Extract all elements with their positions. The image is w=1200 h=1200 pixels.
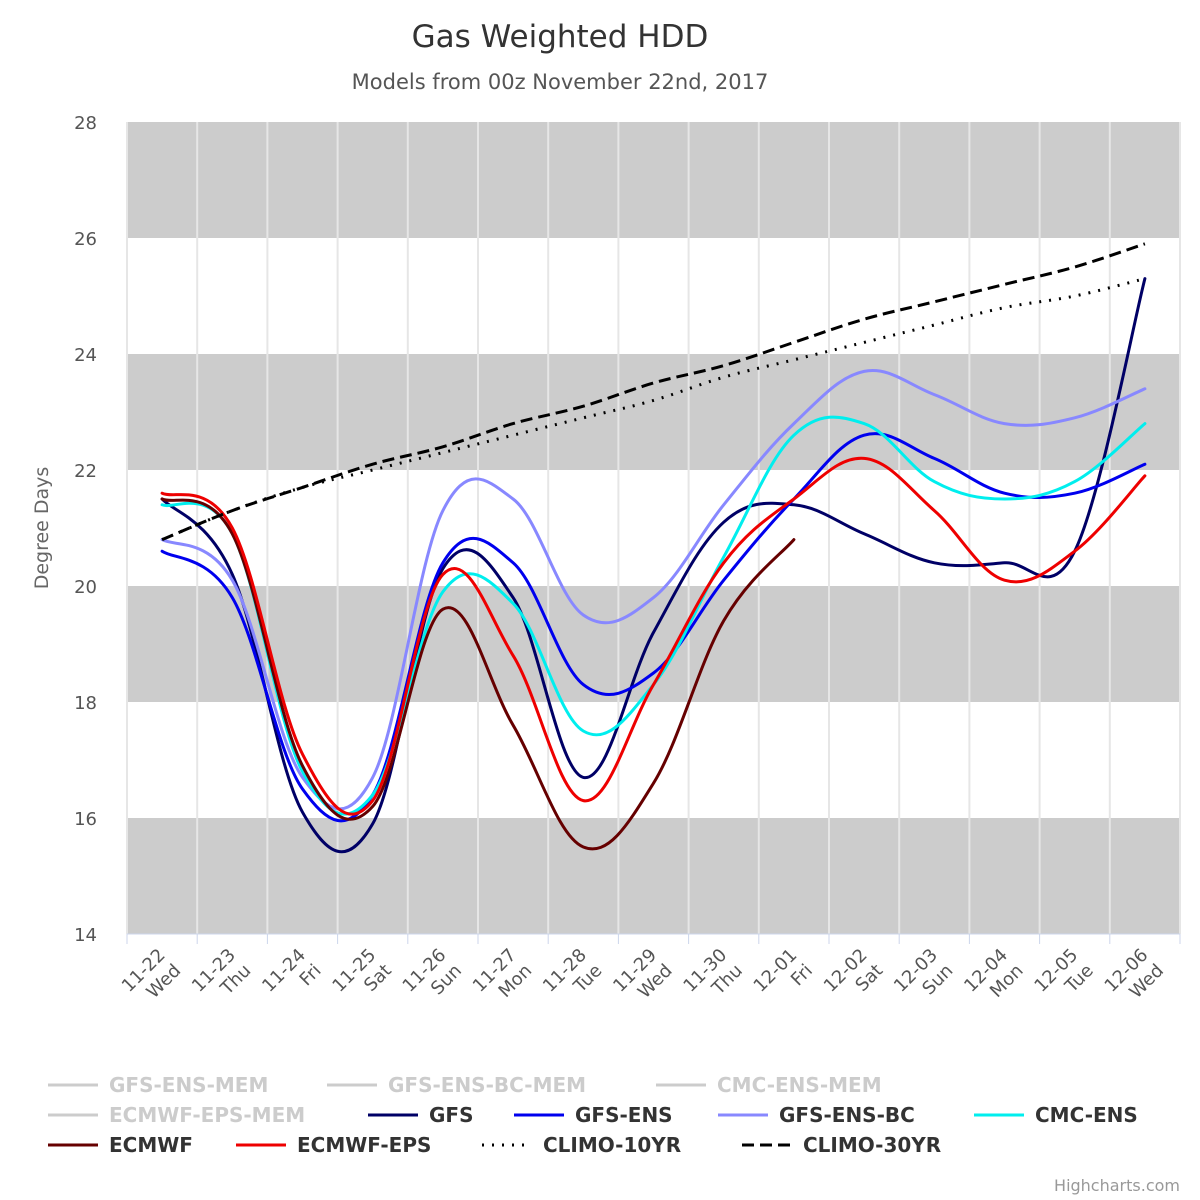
chart-title: Gas Weighted HDD [412,19,709,55]
legend-item-gfs-ens-bc-mem[interactable]: GFS-ENS-BC-MEM [327,1073,586,1097]
chart-subtitle: Models from 00z November 22nd, 2017 [352,70,769,94]
series-lines [160,242,1147,854]
y-tick-label: 24 [74,345,97,366]
legend-label: GFS-ENS-MEM [109,1073,268,1097]
legend-item-gfs-ens-bc[interactable]: GFS-ENS-BC [718,1103,915,1127]
legend-item-cmc-ens[interactable]: CMC-ENS [974,1103,1138,1127]
legend-item-gfs-ens[interactable]: GFS-ENS [514,1103,673,1127]
plot-bands [127,122,1180,934]
legend-label: CMC-ENS [1035,1103,1138,1127]
legend-label: CMC-ENS-MEM [717,1073,882,1097]
series-line-gfs-ens[interactable] [160,432,1147,823]
plot-band-14-16 [127,818,1180,934]
legend-item-ecmwf[interactable]: ECMWF [48,1133,193,1157]
series-line-ecmwf[interactable] [160,497,796,851]
legend-label: ECMWF-EPS [297,1133,431,1157]
legend-label: GFS-ENS-BC-MEM [388,1073,586,1097]
x-axis [126,933,1181,944]
y-tick-label: 14 [74,925,97,946]
legend-item-ecmwf-eps-mem[interactable]: ECMWF-EPS-MEM [48,1103,305,1127]
legend-label: CLIMO-30YR [803,1133,941,1157]
series-line-ecmwf-eps[interactable] [160,456,1147,816]
plot-band-26-28 [127,122,1180,238]
highcharts-credit[interactable]: Highcharts.com [1054,1176,1180,1195]
legend-label: CLIMO-10YR [543,1133,681,1157]
series-line-gfs[interactable] [160,277,1147,854]
legend-item-climo-10yr[interactable]: CLIMO-10YR [482,1133,681,1157]
series-line-cmc-ens[interactable] [160,415,1147,816]
plot-band-20-22 [127,470,1180,586]
y-tick-label: 22 [74,461,97,482]
legend-label: ECMWF [109,1133,193,1157]
legend-item-climo-30yr[interactable]: CLIMO-30YR [742,1133,941,1157]
legend: GFS-ENS-MEM GFS-ENS-BC-MEM CMC-ENS-MEM ECMW… [48,1073,1138,1157]
plot-band-16-18 [127,702,1180,818]
legend-label: GFS-ENS [575,1103,673,1127]
plot-band-22-24 [127,354,1180,470]
y-tick-label: 16 [74,809,97,830]
legend-item-ecmwf-eps[interactable]: ECMWF-EPS [236,1133,431,1157]
y-tick-label: 28 [74,113,97,134]
plot-band-24-26 [127,238,1180,354]
legend-item-gfs-ens-mem[interactable]: GFS-ENS-MEM [48,1073,268,1097]
y-tick-label: 26 [74,229,97,250]
y-tick-label: 20 [74,577,97,598]
legend-label: ECMWF-EPS-MEM [109,1103,305,1127]
vertical-gridlines [126,122,1181,934]
legend-item-cmc-ens-mem[interactable]: CMC-ENS-MEM [656,1073,882,1097]
legend-item-gfs[interactable]: GFS [368,1103,473,1127]
series-line-gfs-ens-bc[interactable] [160,369,1147,811]
y-tick-label: 18 [74,693,97,714]
legend-label: GFS-ENS-BC [779,1103,915,1127]
y-axis-title: Degree Days [31,467,53,590]
legend-label: GFS [429,1103,473,1127]
series-line-climo-30yr[interactable] [161,242,1146,541]
